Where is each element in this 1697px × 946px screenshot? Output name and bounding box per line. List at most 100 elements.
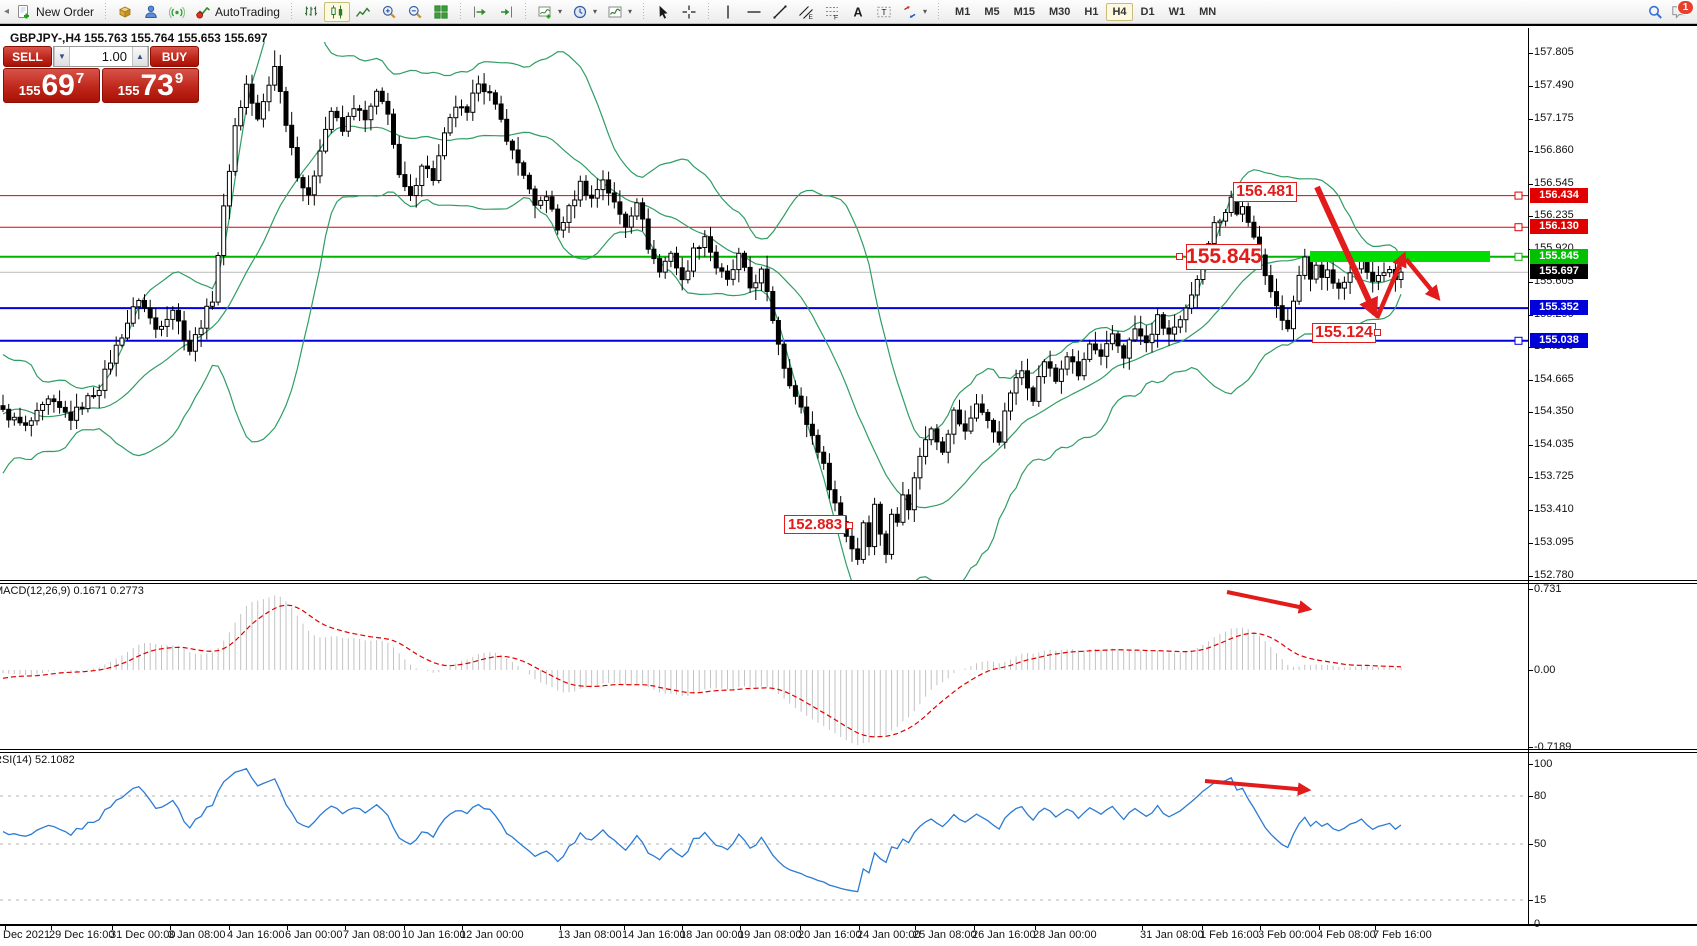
panel-separator[interactable] xyxy=(0,580,1697,584)
annotation-arrow[interactable] xyxy=(1314,185,1378,319)
time-axis-tick xyxy=(112,926,113,930)
macd-signal-line xyxy=(2,604,1402,738)
annotation-anchor-marker[interactable] xyxy=(1176,253,1183,260)
periods-button[interactable]: ▾ xyxy=(567,2,602,22)
price-axis-badge: 155.038 xyxy=(1530,332,1588,348)
time-axis-tick xyxy=(560,926,561,930)
time-axis-tick xyxy=(462,926,463,930)
timeframe-button-d1[interactable]: D1 xyxy=(1140,5,1155,18)
autotrading-button[interactable]: AutoTrading xyxy=(190,2,285,22)
auto-scroll-button[interactable] xyxy=(467,2,493,22)
time-axis-label: 25 Jan 08:00 xyxy=(913,929,977,941)
price-annotation-label[interactable]: 152.883 xyxy=(784,515,846,534)
zoom-in-button[interactable] xyxy=(376,2,402,22)
line-selection-marker[interactable] xyxy=(1514,191,1523,200)
time-axis-tick xyxy=(974,926,975,930)
text-label-tool-button[interactable]: T xyxy=(871,2,897,22)
chart-area[interactable]: GBPJPY-,H4 155.763 155.764 155.653 155.6… xyxy=(0,28,1697,946)
toolbar-separator xyxy=(287,2,295,21)
timeframe-button-m1[interactable]: M1 xyxy=(955,5,971,18)
price-chart-panel[interactable] xyxy=(0,42,1528,580)
price-axis-tick-label: 152.780 xyxy=(1534,568,1574,581)
sell-price-display[interactable]: 155 69 7 xyxy=(3,68,100,103)
time-axis-tick xyxy=(915,926,916,930)
line-chart-mode-button[interactable] xyxy=(350,2,376,22)
toolbar-overflow-icon[interactable]: ◂ xyxy=(4,6,10,17)
annotation-arrow[interactable] xyxy=(1404,257,1441,301)
price-annotation-label[interactable]: 155.124 xyxy=(1312,323,1376,343)
notifications-button[interactable]: 1 xyxy=(1671,0,1694,20)
metaeditor-icon xyxy=(119,6,131,18)
indicators-button[interactable]: ▾ xyxy=(602,2,637,22)
bar-chart-mode-button[interactable] xyxy=(298,2,324,22)
panel-separator[interactable] xyxy=(0,749,1697,753)
new-order-button[interactable]: New Order xyxy=(11,2,99,22)
buy-price-display[interactable]: 155 73 9 xyxy=(102,68,199,103)
line-selection-marker[interactable] xyxy=(1514,336,1523,345)
new-chart-button[interactable]: ▾ xyxy=(532,2,567,22)
text-tool-button[interactable]: A xyxy=(845,2,871,22)
volume-increase-button[interactable]: ▲ xyxy=(132,47,148,66)
timeframe-button-w1[interactable]: W1 xyxy=(1168,5,1186,18)
horizontal-line-tool-button[interactable] xyxy=(741,2,767,22)
sell-button[interactable]: SELL xyxy=(3,46,52,67)
time-axis-label: 24 Jan 00:00 xyxy=(857,929,921,941)
price-annotation-label[interactable]: 155.845 xyxy=(1186,244,1262,270)
macd-panel[interactable] xyxy=(0,584,1528,749)
rsi-axis-tick xyxy=(1528,796,1533,797)
price-axis-tick xyxy=(1528,445,1533,447)
time-axis-tick xyxy=(345,926,346,930)
time-axis-tick xyxy=(287,926,288,930)
timeframe-button-h4[interactable]: H4 xyxy=(1106,2,1133,21)
annotation-anchor-marker[interactable] xyxy=(1374,329,1381,336)
annotation-anchor-marker[interactable] xyxy=(846,522,853,529)
timeframe-bar: M1 M5 M15 M30 H1 H4 D1 W1 MN xyxy=(949,2,1222,21)
price-axis-tick-label: 153.725 xyxy=(1534,470,1574,483)
chart-window: GBPJPY-,H4 155.763 155.764 155.653 155.6… xyxy=(0,24,1697,944)
equidistant-channel-tool-button[interactable]: E xyxy=(793,2,819,22)
arrows-tool-button[interactable]: ▾ xyxy=(897,2,932,22)
chart-shift-button[interactable] xyxy=(493,2,519,22)
search-icon[interactable] xyxy=(1647,4,1663,20)
buy-button[interactable]: BUY xyxy=(150,46,199,67)
expert-advisors-button[interactable] xyxy=(138,2,164,22)
zoom-out-button[interactable] xyxy=(402,2,428,22)
annotation-arrow[interactable] xyxy=(1374,251,1407,319)
price-axis-tick xyxy=(1528,281,1533,283)
annotation-arrow[interactable] xyxy=(1226,590,1313,614)
time-axis-label: 4 Jan 16:00 xyxy=(227,929,285,941)
trendline-tool-button[interactable] xyxy=(767,2,793,22)
line-selection-marker[interactable] xyxy=(1514,223,1523,232)
zoom-in-icon xyxy=(382,5,396,18)
rsi-line xyxy=(2,767,1402,893)
time-axis-tick xyxy=(859,926,860,930)
candlestick-mode-button[interactable] xyxy=(323,1,350,22)
autotrading-label: AutoTrading xyxy=(215,4,280,19)
fibonacci-tool-button[interactable]: F xyxy=(819,2,845,22)
crosshair-tool-button[interactable] xyxy=(676,2,702,22)
timeframe-button-m15[interactable]: M15 xyxy=(1013,5,1036,18)
signals-button[interactable] xyxy=(164,2,190,22)
toolbar-separator xyxy=(456,2,464,21)
time-axis-border xyxy=(0,924,1697,926)
tile-windows-button[interactable] xyxy=(428,2,454,22)
timeframe-button-mn[interactable]: MN xyxy=(1199,5,1217,18)
annotation-arrow[interactable] xyxy=(1204,779,1312,796)
rsi-panel[interactable] xyxy=(0,753,1528,924)
line-selection-marker[interactable] xyxy=(1514,252,1523,261)
timeframe-button-h1[interactable]: H1 xyxy=(1084,5,1099,18)
time-axis-label: 6 Jan 00:00 xyxy=(285,929,343,941)
cursor-tool-button[interactable] xyxy=(650,2,676,22)
indicators-icon xyxy=(608,6,622,17)
vertical-line-tool-button[interactable] xyxy=(715,2,741,22)
timeframe-button-m30[interactable]: M30 xyxy=(1049,5,1071,18)
time-axis-label: 3 Feb 00:00 xyxy=(1258,929,1317,941)
auto-scroll-icon xyxy=(473,6,486,17)
rsi-indicator-label: RSI(14) 52.1082 xyxy=(0,754,75,766)
metaeditor-button[interactable] xyxy=(112,2,138,22)
volume-input[interactable]: 1.00 xyxy=(101,49,127,64)
macd-axis-label: 0.00 xyxy=(1534,664,1556,676)
timeframe-button-m5[interactable]: M5 xyxy=(984,5,1000,18)
volume-decrease-button[interactable]: ▼ xyxy=(54,47,70,66)
price-annotation-label[interactable]: 156.481 xyxy=(1233,182,1297,202)
